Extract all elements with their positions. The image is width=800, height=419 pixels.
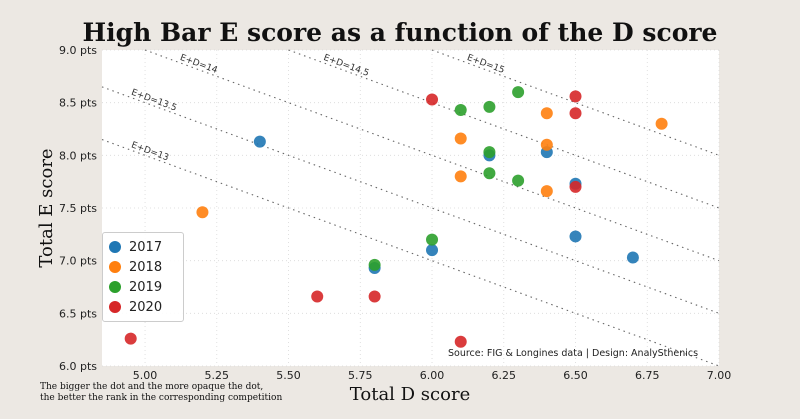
legend-marker (109, 301, 121, 313)
y-tick-label: 6.0 pts (59, 360, 97, 373)
x-tick-label: 6.00 (420, 369, 445, 382)
legend-item-2017: 2017 (109, 237, 177, 257)
data-point-2019 (483, 146, 496, 159)
legend-item-2018: 2018 (109, 257, 177, 277)
legend-item-2019: 2019 (109, 277, 177, 297)
grid (102, 49, 720, 367)
data-point-2018 (540, 185, 553, 198)
y-tick-label: 9.0 pts (59, 44, 97, 57)
x-tick-label: 5.50 (276, 369, 301, 382)
legend-label: 2017 (129, 239, 163, 255)
footnote-line-1: The bigger the dot and the more opaque t… (40, 382, 264, 392)
legend-item-2020: 2020 (109, 297, 177, 317)
data-point-2019 (426, 233, 439, 246)
y-tick-label: 8.5 pts (59, 97, 97, 110)
data-point-2017 (569, 230, 582, 243)
footnote-line-2: the better the rank in the corresponding… (40, 393, 283, 403)
data-point-2019 (483, 167, 496, 180)
y-tick-label: 7.5 pts (59, 202, 97, 215)
x-tick-label: 6.50 (563, 369, 588, 382)
x-tick-label: 5.00 (133, 369, 158, 382)
data-point-2017 (426, 244, 439, 257)
data-point-2018 (655, 117, 668, 130)
source-note: Source: FIG & Longines data | Design: An… (448, 348, 699, 359)
y-tick-label: 7.0 pts (59, 255, 97, 268)
y-tick-label: 6.5 pts (59, 307, 97, 320)
data-point-2019 (454, 104, 467, 117)
data-point-2020 (368, 290, 381, 303)
y-tick-label: 8.0 pts (59, 149, 97, 162)
chart-title: High Bar E score as a function of the D … (82, 18, 718, 47)
data-point-2019 (512, 174, 525, 187)
legend-marker (109, 281, 121, 293)
legend-label: 2020 (129, 299, 163, 315)
x-tick-label: 6.75 (635, 369, 660, 382)
legend-label: 2019 (129, 279, 163, 295)
data-point-2020 (454, 335, 467, 348)
legend-marker (109, 241, 121, 253)
data-point-2020 (311, 290, 324, 303)
data-point-2018 (540, 138, 553, 151)
data-point-2017 (626, 251, 639, 264)
legend-marker (109, 261, 121, 273)
axis-ticks: 5.00 5.25 5.50 5.75 6.00 6.25 6.50 6.75 7.00 6.0 … (59, 44, 731, 382)
x-tick-label: 5.25 (205, 369, 230, 382)
data-point-2018 (196, 206, 209, 219)
data-point-2019 (512, 86, 525, 99)
data-point-2020 (569, 90, 582, 103)
x-tick-label: 6.25 (492, 369, 517, 382)
data-point-2020 (124, 332, 137, 345)
data-points (124, 86, 668, 348)
legend: 2017 2018 2019 2020 (102, 232, 184, 322)
data-point-2018 (454, 170, 467, 183)
data-point-2020 (569, 107, 582, 120)
data-point-2017 (253, 135, 266, 148)
y-axis-title: Total E score (36, 148, 57, 267)
x-axis-title: Total D score (350, 384, 470, 405)
data-point-2018 (454, 132, 467, 145)
reference-line (431, 49, 720, 156)
footnote: The bigger the dot and the more opaque t… (40, 382, 340, 404)
data-point-2018 (540, 107, 553, 120)
data-point-2019 (368, 258, 381, 271)
data-point-2020 (426, 93, 439, 106)
x-tick-label: 5.75 (348, 369, 373, 382)
legend-label: 2018 (129, 259, 163, 275)
data-point-2020 (569, 180, 582, 193)
data-point-2019 (483, 100, 496, 113)
x-tick-label: 7.00 (707, 369, 732, 382)
